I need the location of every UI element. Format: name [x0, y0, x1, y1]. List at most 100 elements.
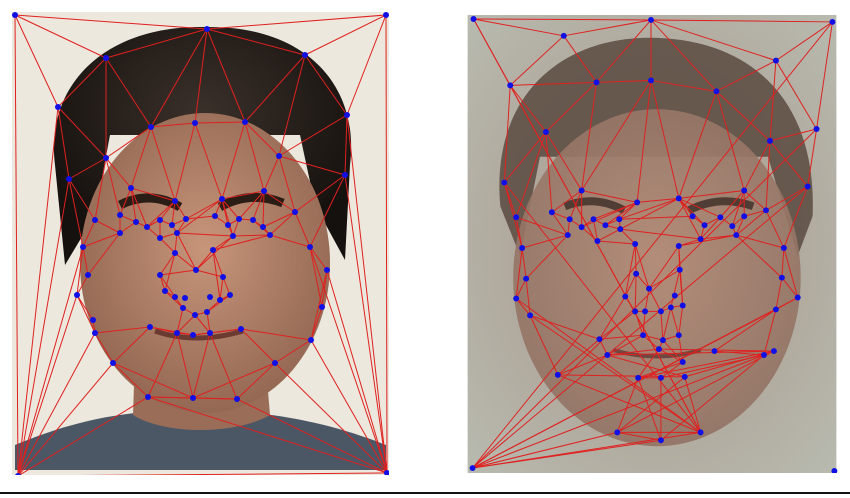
landmark-point: [110, 360, 116, 366]
mesh-edge: [720, 190, 745, 218]
mesh-edge: [192, 362, 276, 399]
mesh-edge: [529, 315, 559, 376]
mesh-edge: [775, 21, 833, 62]
landmark-point: [657, 437, 664, 444]
landmark-point: [507, 82, 514, 89]
mesh-edge: [17, 294, 78, 475]
mesh-edge: [18, 362, 114, 475]
mesh-edge: [212, 249, 224, 278]
mesh-edge: [219, 276, 224, 301]
landmark-point: [689, 213, 696, 220]
mesh-edge: [642, 334, 664, 341]
landmark-point: [192, 312, 198, 318]
landmark-point: [697, 236, 704, 243]
landmark-point: [236, 216, 242, 222]
mesh-edge: [57, 106, 70, 180]
mesh-edge: [472, 297, 798, 469]
mesh-edge: [509, 35, 565, 86]
mesh-edge: [304, 14, 387, 56]
mesh-edge: [619, 197, 679, 220]
landmark-point: [220, 274, 226, 280]
landmark-point: [103, 55, 109, 61]
mesh-edge: [119, 221, 137, 234]
mesh-edge: [185, 215, 216, 220]
mesh-edge: [105, 126, 152, 159]
landmark-point: [157, 272, 163, 278]
mesh-edge: [17, 106, 59, 475]
mesh-edge: [309, 174, 346, 248]
mesh-edge: [176, 307, 184, 334]
mesh-edge: [521, 247, 527, 279]
landmark-point: [85, 272, 91, 278]
landmark-point: [74, 292, 80, 298]
landmark-point: [741, 187, 748, 194]
mesh-edge: [607, 354, 685, 378]
mesh-edge: [650, 19, 777, 62]
mesh-edge: [678, 189, 745, 199]
mesh-edge: [159, 237, 176, 254]
mesh-edge: [57, 106, 107, 159]
mesh-edge: [112, 326, 151, 364]
landmark-point: [219, 196, 225, 202]
mesh-edge: [735, 234, 783, 279]
landmark-point: [697, 429, 704, 436]
mesh-edge: [472, 186, 808, 469]
mesh-edge: [236, 362, 276, 400]
mesh-edge: [472, 128, 817, 469]
landmark-point: [655, 346, 662, 353]
landmark-point: [12, 12, 18, 18]
landmark-point: [190, 332, 196, 338]
landmark-point: [250, 217, 256, 223]
mesh-edge: [82, 232, 121, 248]
landmark-point: [554, 371, 561, 378]
landmark-point: [174, 230, 180, 236]
landmark-point: [92, 217, 98, 223]
mesh-edge: [119, 187, 132, 216]
mesh-edge: [150, 122, 196, 128]
landmark-points: [469, 15, 838, 473]
mesh-edge: [684, 376, 702, 433]
landmark-point: [169, 222, 175, 228]
landmark-point: [657, 308, 664, 315]
mesh-edge: [503, 131, 547, 183]
landmark-point: [566, 216, 573, 223]
landmark-point: [162, 288, 168, 294]
landmark-point: [616, 216, 623, 223]
mesh-edge: [236, 398, 388, 474]
landmark-point: [192, 120, 198, 126]
mesh-edge: [278, 54, 306, 157]
landmark-point: [523, 275, 530, 282]
landmark-point: [307, 244, 313, 250]
landmark-point: [602, 222, 609, 229]
landmark-point: [741, 213, 748, 220]
mesh-edge: [678, 198, 705, 226]
mesh-edge: [240, 328, 312, 341]
mesh-edge: [765, 210, 785, 249]
mesh-edge: [232, 218, 240, 237]
mesh-edge: [150, 28, 208, 128]
mesh-edge: [551, 190, 582, 213]
mesh-edge: [194, 314, 211, 334]
mesh-edge: [563, 35, 597, 83]
mesh-edge: [816, 21, 833, 130]
landmark-point: [659, 337, 666, 344]
mesh-edge: [620, 228, 701, 240]
mesh-edge: [346, 114, 388, 474]
landmark-point: [733, 232, 740, 239]
mesh-edge: [769, 128, 817, 142]
mesh-edge: [176, 314, 196, 334]
mesh-edge: [670, 269, 681, 308]
average-mouth: [612, 348, 702, 359]
mesh-edge: [278, 155, 346, 176]
landmark-point: [210, 247, 216, 253]
mesh-edge: [159, 274, 176, 298]
mesh-edge: [244, 54, 306, 123]
mesh-edge: [206, 294, 231, 313]
landmark-point: [564, 232, 571, 239]
landmark-point: [15, 473, 21, 475]
mesh-edge: [743, 190, 767, 211]
mesh-edge: [634, 273, 637, 312]
landmark-point: [157, 217, 163, 223]
mesh-edge: [624, 243, 636, 297]
landmark-point: [642, 308, 649, 315]
